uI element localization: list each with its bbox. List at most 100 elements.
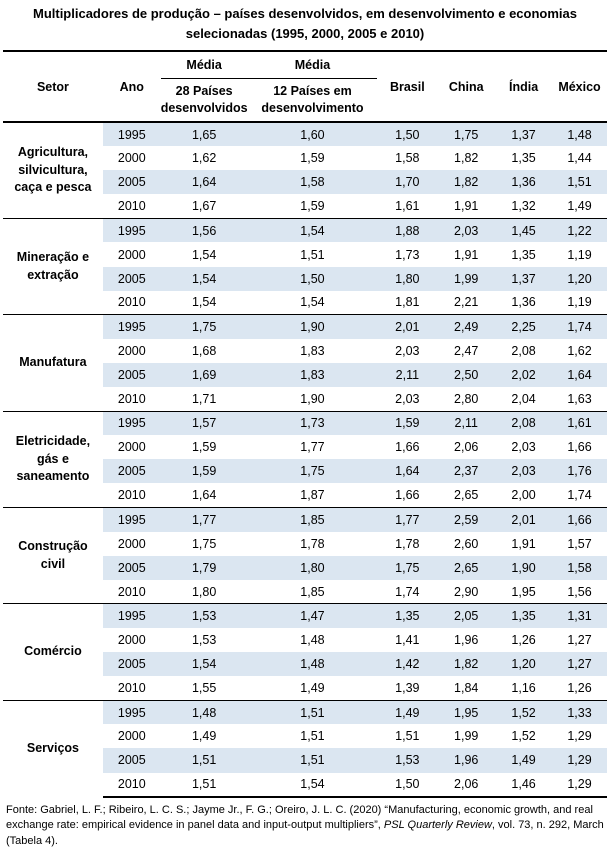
cell-developing-avg: 1,54 xyxy=(247,217,378,243)
cell-developing-avg: 1,48 xyxy=(300,633,325,648)
table-row: Mineração e extração 1995 1,56 1,54 1,88 2,03 1… xyxy=(3,217,607,315)
cell-mexico: 1,66 xyxy=(567,440,592,455)
cell-china: 2,80 xyxy=(454,391,479,406)
cell-ano: 1995 xyxy=(102,121,161,147)
cell-india: 1,36 xyxy=(495,170,553,195)
cell-china: 2,11 xyxy=(437,410,496,436)
cell-brasil: 1,51 xyxy=(395,729,420,744)
cell-brasil: 1,41 xyxy=(395,633,420,648)
cell-india: 1,16 xyxy=(511,680,536,695)
cell-china: 2,65 xyxy=(454,488,479,503)
cell-developed-avg: 1,54 xyxy=(191,247,217,262)
cell-developed-avg: 1,64 xyxy=(160,170,248,195)
cell-ano: 2005 xyxy=(102,459,161,484)
cell-china: 1,99 xyxy=(454,729,479,744)
cell-developing-avg: 1,50 xyxy=(247,266,378,291)
cell-brasil: 1,80 xyxy=(377,266,438,291)
cell-developing-avg: 1,60 xyxy=(247,121,378,147)
cell-developing-avg: 1,85 xyxy=(300,584,325,599)
multipliers-table: Setor Ano Média Média Brasil China Índia… xyxy=(3,50,607,798)
cell-brasil: 1,49 xyxy=(377,699,438,725)
sector-label: Eletricidade, gás e saneamento xyxy=(3,410,103,508)
cell-india: 1,49 xyxy=(495,748,553,773)
cell-china: 2,59 xyxy=(437,506,496,532)
cell-brasil: 2,01 xyxy=(377,314,438,339)
cell-ano: 2000 xyxy=(117,343,146,358)
cell-ano: 2005 xyxy=(102,170,161,195)
cell-india: 1,52 xyxy=(511,729,536,744)
header-china: China xyxy=(437,51,496,123)
sector-label-line: Eletricidade, xyxy=(15,434,91,449)
cell-india: 2,01 xyxy=(495,506,553,532)
cell-mexico: 1,26 xyxy=(567,680,592,695)
cell-ano: 2010 xyxy=(102,772,161,798)
cell-mexico: 1,31 xyxy=(552,603,607,628)
table-row: 2000 1,62 1,59 1,58 1,82 1,35 1,44 xyxy=(3,146,607,170)
cell-brasil: 2,11 xyxy=(377,362,438,388)
sector-label: Comércio xyxy=(3,603,103,701)
table-row: Construção civil 1995 1,77 1,85 1,77 2,59 2,01 1… xyxy=(3,506,607,604)
cell-india: 1,90 xyxy=(495,555,553,580)
cell-china: 1,99 xyxy=(437,266,496,291)
cell-china: 1,91 xyxy=(454,247,479,262)
cell-india: 1,26 xyxy=(511,633,536,648)
table-body: Agricultura, silvicultura, caça e pesca 199… xyxy=(3,121,607,798)
cell-brasil: 1,61 xyxy=(395,199,420,214)
cell-developed-avg: 1,79 xyxy=(160,555,248,580)
cell-ano: 2005 xyxy=(102,266,161,291)
header-ano: Ano xyxy=(102,51,161,123)
cell-brasil: 1,50 xyxy=(377,772,438,798)
cell-india: 1,20 xyxy=(495,652,553,677)
cell-ano: 2000 xyxy=(117,729,146,744)
table-row: Comércio 1995 1,53 1,47 1,35 2,05 1,35 1,31 xyxy=(3,603,607,701)
cell-india: 1,45 xyxy=(495,217,553,243)
cell-ano: 2000 xyxy=(117,440,146,455)
cell-ano: 1995 xyxy=(102,217,161,243)
cell-ano: 2010 xyxy=(117,488,146,503)
cell-developing-avg: 1,54 xyxy=(300,295,325,310)
table-row: Eletricidade, gás e saneamento 1995 1,57 1,73… xyxy=(3,410,607,508)
cell-mexico: 1,64 xyxy=(552,362,607,388)
header-developed-line-1: 28 Países xyxy=(175,84,233,98)
source-details: , vol. 73, n. 292, March (Tabela 4). xyxy=(6,819,604,847)
cell-india: 2,02 xyxy=(495,362,553,388)
cell-china: 2,65 xyxy=(437,555,496,580)
cell-developing-avg: 1,87 xyxy=(300,488,325,503)
cell-developed-avg: 1,65 xyxy=(160,121,248,147)
cell-developing-avg: 1,54 xyxy=(247,772,378,798)
cell-developed-avg: 1,75 xyxy=(160,314,248,339)
sector-label-line: silvicultura, xyxy=(18,162,88,177)
cell-brasil: 1,70 xyxy=(377,170,438,195)
cell-brasil: 1,77 xyxy=(377,506,438,532)
cell-ano: 1995 xyxy=(102,699,161,725)
table-header: Setor Ano Média Média Brasil China Índia… xyxy=(3,51,607,123)
header-mexico: México xyxy=(552,51,607,123)
header-media-developing: Média xyxy=(247,51,378,79)
cell-mexico: 1,62 xyxy=(567,343,592,358)
cell-ano: 2010 xyxy=(117,391,146,406)
cell-developed-avg: 1,80 xyxy=(191,584,217,599)
cell-india: 1,52 xyxy=(495,699,553,725)
cell-mexico: 1,49 xyxy=(567,199,592,214)
cell-developing-avg: 1,83 xyxy=(300,343,325,358)
cell-developed-avg: 1,67 xyxy=(191,199,217,214)
table-row: 2005 1,69 1,83 2,11 2,50 2,02 1,64 xyxy=(3,362,607,388)
cell-china: 1,96 xyxy=(454,633,479,648)
cell-china: 2,60 xyxy=(454,536,479,551)
cell-developing-avg: 1,77 xyxy=(300,440,325,455)
cell-brasil: 1,39 xyxy=(395,680,420,695)
cell-mexico: 1,74 xyxy=(567,488,592,503)
cell-brasil: 1,53 xyxy=(377,748,438,773)
cell-developed-avg: 1,53 xyxy=(191,633,217,648)
cell-brasil: 1,35 xyxy=(377,603,438,628)
cell-india: 1,35 xyxy=(511,151,536,166)
table-row: Serviços 1995 1,48 1,51 1,49 1,95 1,52 1,33 xyxy=(3,699,607,797)
cell-mexico: 1,61 xyxy=(552,410,607,436)
cell-brasil: 1,50 xyxy=(377,121,438,147)
table-row: 2010 1,51 1,54 1,50 2,06 1,46 1,29 xyxy=(3,772,607,798)
table-row: 2010 1,80 1,85 1,74 2,90 1,95 1,56 xyxy=(3,580,607,604)
table-row: 2005 1,54 1,48 1,42 1,82 1,20 1,27 xyxy=(3,652,607,677)
cell-developing-avg: 1,51 xyxy=(247,699,378,725)
cell-developing-avg: 1,59 xyxy=(300,151,325,166)
